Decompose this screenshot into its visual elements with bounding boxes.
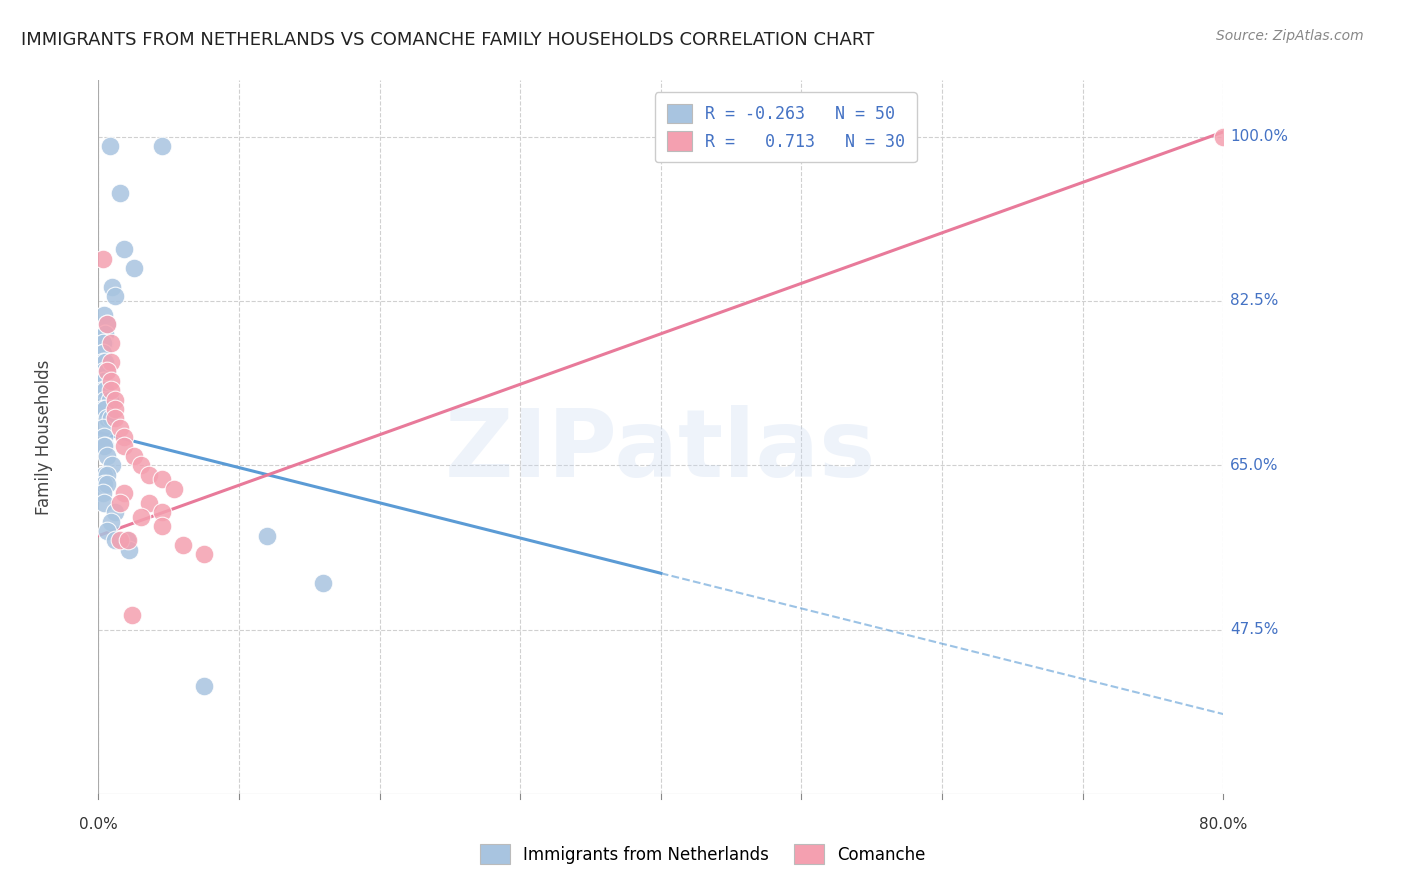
Point (112, 440, 135, 454)
Point (115, 533, 138, 548)
Point (91, 486, 114, 500)
Point (312, 575, 335, 590)
Point (93, 477, 115, 491)
Point (96, 449, 118, 463)
Point (94, 383, 117, 397)
Point (93, 374, 115, 388)
Point (96, 364, 118, 378)
Point (93, 440, 115, 454)
Point (94, 326, 117, 341)
Point (101, 458, 124, 473)
Point (94, 326, 117, 341)
Point (112, 242, 135, 256)
Text: Source: ZipAtlas.com: Source: ZipAtlas.com (1216, 29, 1364, 43)
Point (108, 420, 131, 434)
Point (104, 505, 127, 519)
Point (108, 533, 131, 548)
Point (93, 336, 115, 351)
Point (122, 261, 145, 276)
Text: Family Households: Family Households (35, 359, 53, 515)
Point (138, 467, 160, 482)
Point (96, 318, 118, 332)
Point (100, 515, 122, 529)
Point (172, 538, 194, 552)
Point (96, 318, 118, 332)
Point (163, 482, 186, 496)
Text: 80.0%: 80.0% (1199, 817, 1247, 832)
Text: IMMIGRANTS FROM NETHERLANDS VS COMANCHE FAMILY HOUSEHOLDS CORRELATION CHART: IMMIGRANTS FROM NETHERLANDS VS COMANCHE … (21, 31, 875, 49)
Point (96, 364, 118, 378)
Text: 65.0%: 65.0% (1230, 458, 1278, 473)
Point (112, 430, 135, 444)
Point (129, 509, 152, 524)
Point (118, 542, 141, 557)
Point (100, 336, 122, 351)
Point (94, 401, 117, 416)
Text: 100.0%: 100.0% (1230, 129, 1288, 145)
Point (100, 374, 122, 388)
Point (91, 355, 114, 369)
Point (150, 519, 173, 533)
Point (108, 186, 131, 200)
Point (91, 252, 114, 266)
Point (91, 345, 114, 359)
Point (93, 430, 115, 444)
Point (104, 533, 127, 548)
Point (91, 383, 114, 397)
Point (96, 524, 118, 538)
Point (91, 401, 114, 416)
Text: 47.5%: 47.5% (1230, 622, 1278, 637)
Point (256, 529, 278, 543)
Point (100, 411, 122, 425)
Point (117, 533, 139, 548)
Point (93, 308, 115, 322)
Point (122, 449, 145, 463)
Point (93, 496, 115, 510)
Point (94, 392, 117, 407)
Point (91, 336, 114, 351)
Point (121, 608, 143, 623)
Point (108, 496, 131, 510)
Point (138, 496, 160, 510)
Point (104, 289, 127, 303)
Point (1212, 129, 1234, 144)
Point (96, 467, 118, 482)
Point (104, 411, 127, 425)
Point (96, 411, 118, 425)
Point (94, 355, 117, 369)
Point (193, 679, 215, 693)
Point (150, 472, 173, 486)
Point (96, 477, 118, 491)
Point (100, 355, 122, 369)
Point (91, 345, 114, 359)
Point (104, 392, 127, 407)
Point (150, 139, 173, 153)
Point (98, 392, 121, 407)
Point (129, 458, 152, 473)
Legend: Immigrants from Netherlands, Comanche: Immigrants from Netherlands, Comanche (474, 838, 932, 871)
Text: ZIPatlas: ZIPatlas (446, 405, 876, 498)
Point (100, 383, 122, 397)
Point (91, 374, 114, 388)
Point (98, 139, 121, 153)
Point (112, 486, 135, 500)
Text: 0.0%: 0.0% (79, 817, 118, 832)
Text: 82.5%: 82.5% (1230, 293, 1278, 309)
Point (91, 420, 114, 434)
Point (193, 548, 215, 562)
Point (150, 505, 173, 519)
Legend: R = -0.263   N = 50, R =   0.713   N = 30: R = -0.263 N = 50, R = 0.713 N = 30 (655, 92, 917, 162)
Point (93, 364, 115, 378)
Point (93, 467, 115, 482)
Point (101, 280, 124, 294)
Point (94, 440, 117, 454)
Point (104, 401, 127, 416)
